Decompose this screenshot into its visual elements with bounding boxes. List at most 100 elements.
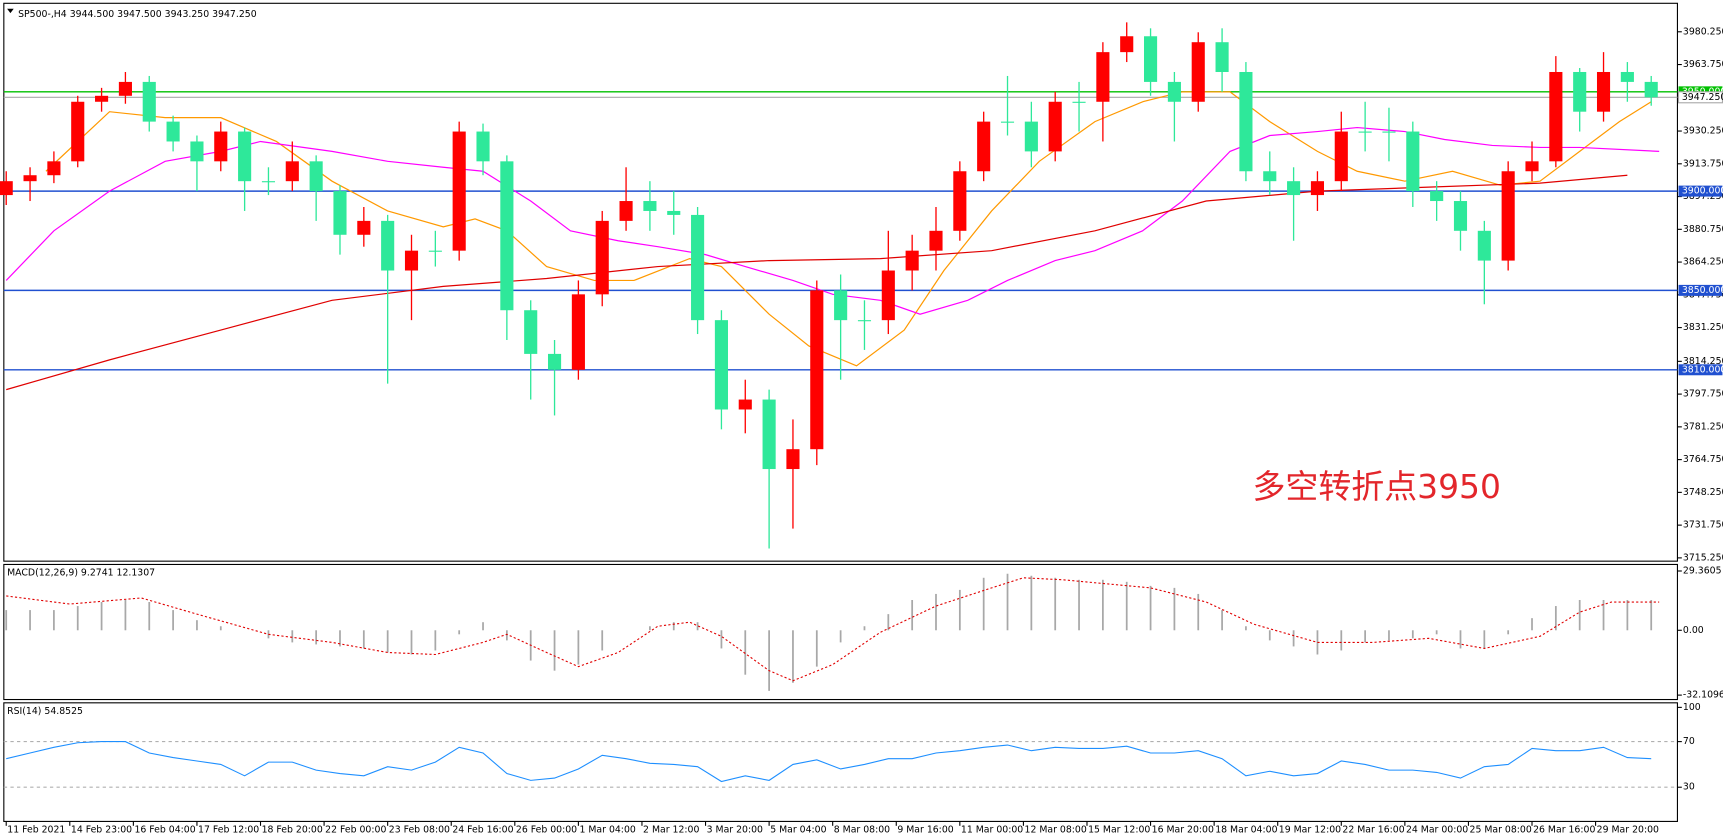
candle-body: [1000, 121, 1015, 123]
chart-title: SP500-,H4 3944.500 3947.500 3943.250 394…: [18, 9, 257, 20]
candle-body: [857, 320, 872, 322]
candle-body: [166, 121, 180, 142]
candle-body: [1191, 42, 1205, 102]
y-tick-label: 3814.250: [1683, 356, 1723, 367]
candle-body: [691, 214, 705, 321]
x-tick-label: 25 Mar 08:00: [1470, 825, 1532, 836]
y-tick-label: 3764.750: [1683, 454, 1723, 465]
level-box: [1678, 284, 1723, 296]
level-label: 3810.000: [1682, 364, 1723, 375]
y-tick-label: 3880.750: [1683, 224, 1723, 235]
x-tick-label: 26 Mar 16:00: [1533, 825, 1595, 836]
y-tick-label: 3913.750: [1683, 158, 1723, 169]
candle-body: [1072, 101, 1086, 103]
x-tick-label: 3 Mar 20:00: [707, 825, 763, 836]
level-label: 3900.000: [1682, 186, 1723, 197]
candle-body: [1358, 131, 1372, 133]
last-price-label: 3947.250: [1682, 92, 1723, 103]
y-tick-label: 3797.750: [1683, 389, 1723, 400]
candle-body: [1620, 71, 1634, 82]
candle-body: [738, 399, 752, 410]
x-tick-label: 22 Mar 16:00: [1342, 825, 1404, 836]
candle-body: [1334, 131, 1348, 182]
candle-body: [810, 290, 824, 450]
x-tick-label: 24 Mar 00:00: [1406, 825, 1468, 836]
level-label: 3850.000: [1682, 285, 1723, 296]
candle-body: [905, 250, 919, 271]
x-tick-label: 14 Feb 23:00: [71, 825, 132, 836]
candle-body: [1048, 101, 1062, 152]
candle-body: [619, 201, 633, 221]
candle-body: [428, 250, 442, 252]
candle-body: [95, 95, 109, 102]
candle-body: [1477, 230, 1491, 261]
x-tick-label: 19 Mar 12:00: [1279, 825, 1341, 836]
candle-body: [1549, 71, 1563, 162]
y-tick-label: 3980.250: [1683, 26, 1723, 37]
candle-body: [285, 161, 299, 182]
x-tick-label: 15 Mar 12:00: [1088, 825, 1150, 836]
x-tick-label: 24 Feb 16:00: [452, 825, 513, 836]
x-tick-label: 1 Mar 04:00: [579, 825, 635, 836]
candle-body: [834, 290, 848, 321]
candle-body: [977, 121, 991, 172]
y-tick-label: 3963.750: [1683, 59, 1723, 70]
candle-body: [1287, 181, 1301, 196]
candle-body: [238, 131, 252, 182]
x-tick-label: 5 Mar 04:00: [770, 825, 826, 836]
panel-frame: [3, 2, 1678, 562]
x-tick-label: 11 Mar 00:00: [961, 825, 1023, 836]
y-tick-label: 3731.750: [1683, 520, 1723, 531]
candle-body: [667, 210, 681, 215]
candle-body: [1239, 71, 1253, 172]
candle-body: [547, 353, 562, 370]
level-box: [1678, 185, 1723, 197]
candle-body: [452, 131, 466, 251]
x-tick-label: 11 Feb 2021: [7, 825, 65, 836]
candle-body: [47, 161, 61, 176]
candle-body: [643, 201, 657, 211]
x-tick-label: 17 Feb 12:00: [198, 825, 259, 836]
candle-body: [1573, 71, 1587, 112]
x-tick-label: 9 Mar 16:00: [897, 825, 953, 836]
candle-body: [357, 220, 371, 235]
x-tick-label: 18 Feb 20:00: [262, 825, 323, 836]
y-tick-label: -32.1096: [1683, 690, 1723, 701]
candle-body: [1525, 161, 1539, 172]
candle-body: [0, 181, 13, 196]
candle-body: [953, 171, 967, 231]
candle-body: [142, 81, 156, 122]
title-marker: [7, 8, 14, 14]
candle-body: [1024, 121, 1038, 152]
candle-body: [1382, 131, 1396, 133]
y-tick-label: 30: [1683, 782, 1695, 793]
x-tick-label: 16 Feb 04:00: [134, 825, 195, 836]
x-tick-label: 2 Mar 12:00: [643, 825, 699, 836]
candle-body: [118, 81, 132, 96]
candle-body: [214, 131, 228, 162]
x-tick-label: 22 Feb 00:00: [325, 825, 386, 836]
candle-body: [476, 131, 490, 162]
candle-body: [1501, 171, 1515, 261]
panel-frame: [3, 563, 1678, 701]
candle-body: [261, 181, 276, 183]
candle-body: [1596, 71, 1611, 112]
rsi-line: [6, 741, 1652, 783]
candle-body: [190, 141, 204, 162]
candle-body: [1120, 36, 1134, 53]
panel-frame: [3, 702, 1678, 822]
candle-body: [500, 161, 514, 311]
candle-body: [1096, 52, 1110, 102]
level-box: [1678, 364, 1723, 376]
candle-body: [1406, 131, 1420, 192]
x-tick-label: 16 Mar 20:00: [1152, 825, 1214, 836]
signal-line: [6, 577, 1660, 682]
candle-body: [762, 399, 776, 470]
x-tick-label: 26 Feb 00:00: [516, 825, 577, 836]
y-tick-label: 100: [1683, 702, 1701, 713]
x-tick-label: 18 Mar 04:00: [1215, 825, 1277, 836]
y-tick-label: 29.3605: [1683, 565, 1722, 576]
